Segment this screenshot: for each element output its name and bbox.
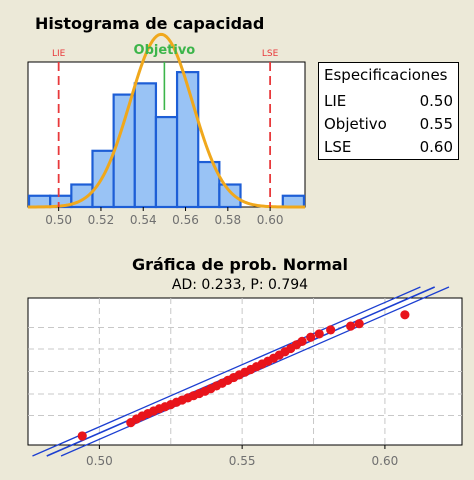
spec-box-title: Especificaciones — [324, 66, 448, 84]
probplot-subtitle: AD: 0.233, P: 0.794 — [172, 277, 308, 293]
probplot-layer: 0.50 0.55 0.60 — [28, 286, 462, 468]
spec-row-lie: LIE 0.50 — [324, 92, 453, 114]
histogram-bar — [218, 183, 242, 209]
spec-label: LSE — [324, 138, 352, 156]
spec-row-lse: LSE 0.60 — [324, 138, 453, 160]
spec-label: Objetivo — [324, 115, 387, 133]
data-point — [77, 431, 87, 441]
data-point — [354, 319, 364, 329]
x-tick-label: 0.55 — [229, 454, 256, 468]
data-point — [346, 321, 356, 331]
x-tick-label: 0.54 — [130, 213, 157, 227]
x-tick-label: 0.60 — [372, 454, 399, 468]
spec-label: LIE — [324, 92, 347, 110]
probplot-title: Gráfica de prob. Normal — [132, 255, 348, 274]
data-point — [400, 310, 410, 320]
histogram-title: Histograma de capacidad — [35, 14, 264, 33]
data-point — [306, 332, 316, 342]
spec-row-objetivo: Objetivo 0.55 — [324, 115, 453, 137]
spec-value: 0.60 — [419, 138, 453, 156]
histogram-bar — [112, 93, 136, 209]
confidence-band — [60, 286, 450, 457]
target-label: Objetivo — [134, 43, 196, 58]
x-tick-label: 0.60 — [257, 213, 284, 227]
spec-value: 0.55 — [419, 115, 453, 133]
histogram-bar — [154, 115, 179, 209]
data-point — [297, 336, 307, 346]
x-tick-label: 0.58 — [214, 213, 241, 227]
x-tick-label: 0.52 — [88, 213, 115, 227]
x-tick-label: 0.50 — [86, 454, 113, 468]
specifications-box: Especificaciones LIE 0.50 Objetivo 0.55 … — [318, 62, 459, 160]
histogram-bar — [175, 71, 200, 209]
spec-limit-label: LIE — [52, 49, 66, 59]
x-tick-label: 0.50 — [45, 213, 72, 227]
histogram-bar — [281, 194, 306, 209]
histogram-layer: LIE Objetivo LSE 0.50 0.52 0.54 0.56 0.58 0.60 — [27, 32, 306, 227]
spec-limit-label: LSE — [262, 49, 279, 59]
confidence-band — [32, 286, 421, 457]
spec-value: 0.50 — [419, 92, 453, 110]
data-point — [326, 325, 336, 335]
histogram-bar — [133, 82, 158, 209]
x-tick-label: 0.56 — [172, 213, 199, 227]
normal-fit-curve — [27, 32, 306, 209]
data-point — [314, 329, 324, 339]
